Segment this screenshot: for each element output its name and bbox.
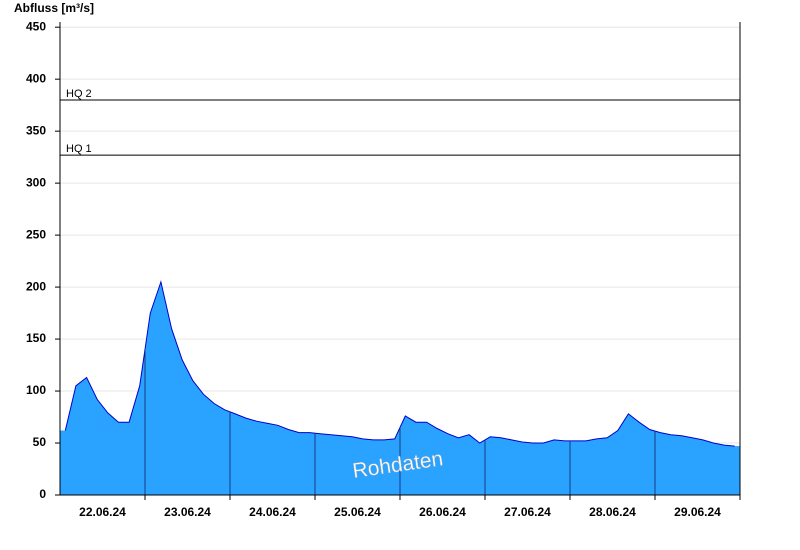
x-tick-label: 25.06.24 — [334, 505, 381, 519]
y-tick-label: 200 — [26, 279, 46, 293]
x-tick-label: 23.06.24 — [164, 505, 211, 519]
y-tick-label: 150 — [26, 331, 46, 345]
y-tick-label: 250 — [26, 227, 46, 241]
x-tick-label: 22.06.24 — [79, 505, 126, 519]
y-tick-label: 100 — [26, 383, 46, 397]
y-tick-label: 350 — [26, 123, 46, 137]
reference-label: HQ 1 — [66, 143, 92, 155]
x-tick-label: 28.06.24 — [589, 505, 636, 519]
y-tick-label: 300 — [26, 175, 46, 189]
x-tick-label: 24.06.24 — [249, 505, 296, 519]
x-tick-label: 27.06.24 — [504, 505, 551, 519]
y-tick-label: 50 — [33, 435, 47, 449]
x-tick-label: 29.06.24 — [674, 505, 721, 519]
y-axis-label: Abfluss [m³/s] — [14, 1, 94, 15]
x-tick-label: 26.06.24 — [419, 505, 466, 519]
y-tick-label: 450 — [26, 19, 46, 33]
y-tick-label: 0 — [39, 487, 46, 501]
y-tick-label: 400 — [26, 71, 46, 85]
reference-label: HQ 2 — [66, 88, 92, 100]
